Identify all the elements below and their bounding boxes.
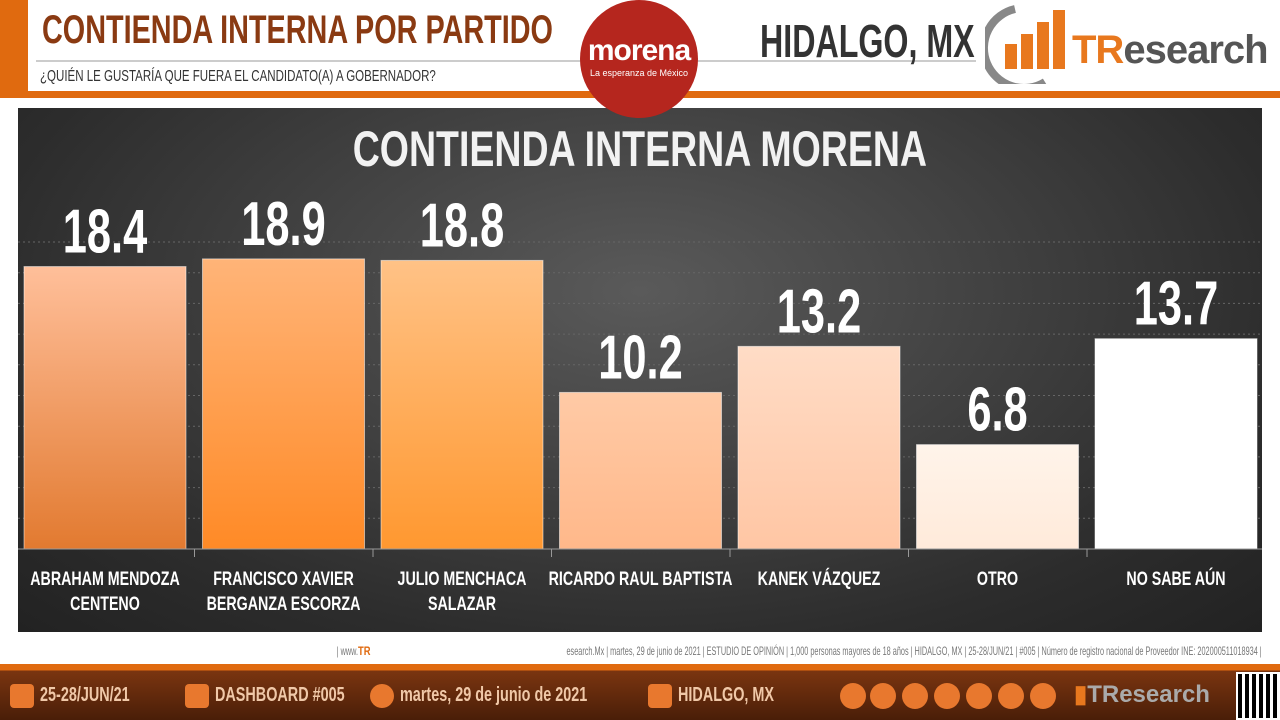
category-label: BERGANZA ESCORZA	[207, 593, 361, 614]
bottom-bar	[0, 664, 1280, 720]
footer-date: martes, 29 de junio de 2021	[370, 684, 660, 708]
footer-brand: ▮TResearch	[1074, 681, 1210, 708]
page-subtitle: ¿QUIÉN LE GUSTARÍA QUE FUERA EL CANDIDAT…	[40, 68, 436, 85]
category-label: JULIO MENCHACA	[398, 568, 527, 589]
chart-title-text: CONTIENDA INTERNA MORENA	[352, 121, 928, 177]
facebook-icon[interactable]	[966, 683, 992, 709]
data-label: 18.9	[241, 190, 325, 258]
chart-panel: CONTIENDA INTERNA MORENA 18.4 ABRAHAM MEN…	[18, 108, 1262, 632]
divider	[36, 60, 976, 62]
bar	[737, 345, 901, 550]
bar-chart: 18.4 ABRAHAM MENDOZA CENTENO 18.9 FRANCISCO …	[18, 190, 1262, 615]
category-label: KANEK VÁZQUEZ	[758, 568, 881, 589]
web-icon[interactable]	[840, 683, 866, 709]
bar	[916, 444, 1079, 550]
phone-icon[interactable]	[870, 683, 896, 709]
bar	[23, 266, 187, 550]
page-title: CONTIENDA INTERNA POR PARTIDO	[42, 8, 553, 52]
map-pin-icon	[648, 684, 672, 708]
bar	[1094, 338, 1258, 550]
bar	[559, 391, 722, 550]
qr-code	[1236, 672, 1280, 720]
region-title: HIDALGO, MX	[760, 15, 975, 67]
data-label: 13.2	[777, 278, 861, 346]
tresearch-logo-icon	[985, 5, 1065, 84]
tresearch-brand: TResearch	[1072, 28, 1269, 72]
email-icon[interactable]	[902, 683, 928, 709]
footer-location: HIDALGO, MX	[648, 684, 811, 708]
footer-note: | www.TR esearch.Mx | martes, 29 de junio…	[336, 644, 1262, 658]
morena-logo-text: morena	[587, 34, 691, 67]
header-accent	[0, 0, 28, 98]
chart-title: CONTIENDA INTERNA MORENA	[18, 120, 1262, 178]
data-label: 6.8	[967, 376, 1027, 444]
bar	[202, 258, 365, 550]
data-label: 13.7	[1134, 270, 1218, 338]
data-label: 18.8	[420, 192, 504, 260]
category-label: CENTENO	[70, 593, 140, 614]
footer-dashboard: DASHBOARD #005	[185, 684, 395, 708]
data-label: 10.2	[598, 324, 682, 392]
category-label: ABRAHAM MENDOZA	[30, 568, 180, 589]
category-label: OTRO	[977, 568, 1018, 589]
calendar-icon	[10, 684, 34, 708]
dashboard-icon	[185, 684, 209, 708]
footer-dates: 25-28/JUN/21	[10, 684, 165, 708]
morena-slogan: La esperanza de México	[589, 68, 689, 78]
category-label: FRANCISCO XAVIER	[213, 568, 354, 589]
twitter-icon[interactable]	[934, 683, 960, 709]
category-label: NO SABE AÚN	[1126, 568, 1225, 589]
youtube-icon[interactable]	[1030, 683, 1056, 709]
linkedin-icon[interactable]	[998, 683, 1024, 709]
data-label: 18.4	[63, 198, 148, 266]
category-label: RICARDO RAUL BAPTISTA	[549, 568, 733, 589]
chat-chart-icon	[370, 684, 394, 708]
bar	[380, 259, 544, 550]
category-label: SALAZAR	[428, 593, 496, 614]
morena-logo: morena La esperanza de México	[580, 0, 698, 118]
